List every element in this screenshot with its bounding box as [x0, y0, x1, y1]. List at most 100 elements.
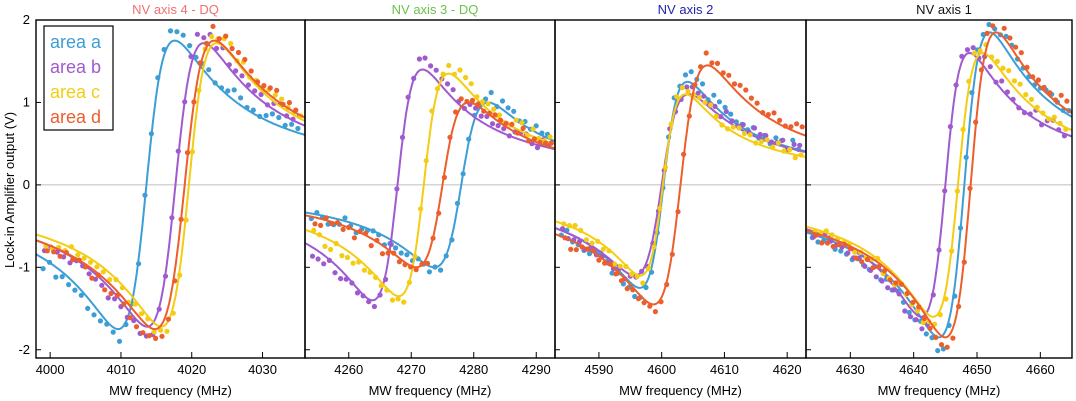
- data-point: [388, 241, 394, 248]
- data-point: [53, 274, 59, 280]
- data-point: [729, 118, 735, 124]
- x-tick-label: 4630: [836, 362, 865, 377]
- data-point: [758, 138, 765, 145]
- data-point: [379, 251, 386, 257]
- data-point: [446, 62, 452, 69]
- data-point: [376, 232, 382, 238]
- data-point: [426, 269, 432, 275]
- data-point: [293, 107, 299, 113]
- data-point: [720, 70, 726, 76]
- data-point: [40, 266, 46, 272]
- data-point: [956, 303, 962, 310]
- data-point: [498, 117, 504, 123]
- data-point: [356, 259, 362, 265]
- data-point: [295, 125, 301, 132]
- data-point: [225, 88, 231, 94]
- data-point: [255, 79, 261, 85]
- data-point: [977, 48, 983, 54]
- data-point: [289, 121, 295, 127]
- panel-title: NV axis 4 - DQ: [132, 2, 219, 17]
- data-point: [1039, 122, 1045, 128]
- y-tick-label: -1: [18, 259, 30, 274]
- data-point: [197, 60, 203, 66]
- data-point: [530, 126, 536, 132]
- data-point: [547, 134, 553, 140]
- data-point: [210, 23, 216, 29]
- data-point: [204, 40, 210, 47]
- data-point: [726, 72, 732, 78]
- legend-entry-area-d: area d: [50, 107, 101, 127]
- data-point: [718, 114, 724, 120]
- data-point: [263, 112, 269, 119]
- data-point: [481, 108, 487, 114]
- data-point: [578, 227, 584, 233]
- data-point: [757, 131, 763, 138]
- data-point: [223, 33, 229, 39]
- data-point: [238, 95, 244, 101]
- data-point: [954, 188, 961, 194]
- data-point: [973, 119, 979, 125]
- x-tick-label: 4620: [773, 362, 802, 377]
- data-point: [902, 308, 908, 314]
- data-point: [647, 303, 653, 309]
- data-point: [395, 296, 401, 302]
- data-point: [258, 91, 264, 98]
- data-point: [969, 90, 975, 96]
- data-point: [600, 246, 606, 252]
- data-point: [712, 103, 718, 109]
- data-point: [44, 248, 50, 254]
- data-point: [432, 264, 438, 270]
- data-point: [496, 112, 502, 118]
- data-point: [873, 274, 879, 280]
- panel-frame: [805, 19, 1073, 359]
- data-point: [754, 100, 760, 106]
- data-point: [999, 78, 1005, 84]
- data-point: [906, 309, 912, 316]
- data-point: [566, 223, 573, 229]
- data-point: [486, 110, 492, 116]
- data-point: [607, 261, 613, 267]
- data-point: [100, 269, 106, 275]
- data-point: [629, 271, 635, 277]
- data-point: [994, 58, 1000, 64]
- data-point: [896, 291, 902, 297]
- data-point: [890, 287, 897, 293]
- data-point: [847, 246, 853, 252]
- x-tick-label: 4610: [710, 362, 739, 377]
- fit-curve-area-b: [35, 42, 306, 328]
- data-point: [937, 312, 943, 318]
- data-point: [961, 259, 967, 265]
- data-point: [371, 303, 377, 310]
- data-point: [430, 235, 436, 241]
- data-point: [573, 247, 579, 253]
- data-point: [76, 257, 82, 263]
- data-point: [457, 67, 463, 73]
- data-point: [708, 102, 714, 108]
- data-point: [960, 126, 966, 133]
- data-point: [429, 108, 435, 114]
- data-point: [242, 56, 248, 63]
- data-point: [121, 301, 127, 307]
- panel-4: NV axis 1 4630 4640 4650 4660 MW frequency (M…: [805, 2, 1073, 398]
- data-point: [436, 210, 442, 216]
- data-point: [624, 286, 630, 292]
- data-point: [423, 158, 429, 164]
- data-point: [164, 328, 170, 334]
- data-point: [315, 256, 321, 262]
- data-point: [59, 274, 65, 280]
- data-point: [399, 134, 406, 140]
- data-point: [309, 253, 316, 259]
- data-point: [86, 271, 92, 277]
- data-point: [461, 105, 467, 111]
- data-point: [760, 110, 766, 116]
- data-point: [630, 287, 636, 293]
- data-point: [357, 228, 363, 235]
- data-point: [920, 319, 926, 325]
- data-point: [441, 174, 447, 180]
- data-point: [664, 281, 670, 288]
- data-point: [589, 240, 595, 246]
- data-point: [526, 138, 532, 144]
- data-point: [95, 272, 101, 278]
- data-point: [110, 329, 116, 335]
- data-point: [113, 277, 119, 283]
